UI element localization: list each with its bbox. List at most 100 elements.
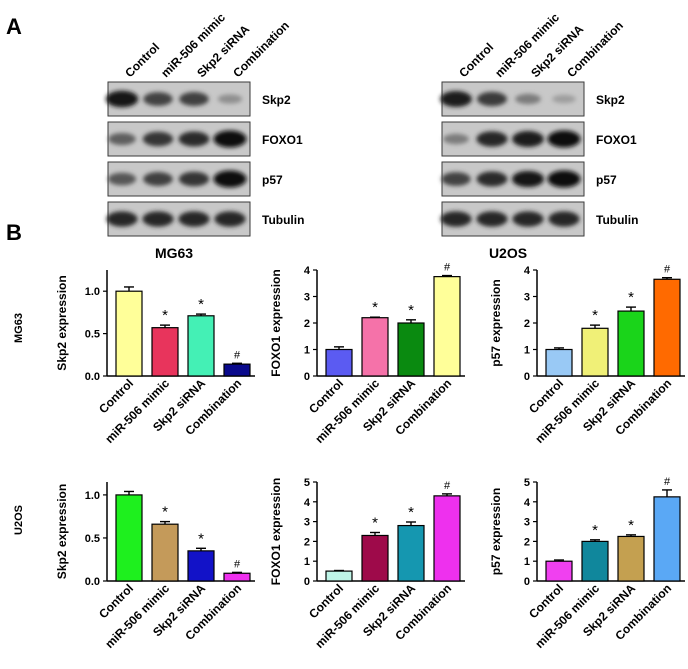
bar-skp2-sirna (397, 524, 425, 582)
y-tick-label: 3 (304, 292, 310, 304)
blot-band (214, 211, 246, 227)
y-tick-label: 5 (304, 477, 310, 489)
bar-skp2-sirna (187, 550, 215, 582)
y-tick-label: 0.0 (85, 576, 100, 588)
y-tick-label: 4 (524, 265, 531, 277)
protein-label-skp2: Skp2 (596, 93, 625, 107)
blot-cell-line-label-u2os: U2OS (489, 245, 527, 261)
significance-mark: # (664, 476, 671, 488)
blot-band (105, 90, 139, 108)
blot-band (178, 211, 210, 227)
y-tick-label: 3 (524, 517, 530, 529)
bar-control (545, 560, 573, 582)
panel-label-a: A (6, 14, 22, 39)
bar-control (545, 348, 573, 377)
y-tick-label: 4 (304, 265, 311, 277)
blot-band (142, 131, 174, 147)
significance-mark: # (664, 264, 671, 276)
bar-mir-506-mimic (581, 327, 609, 377)
y-axis-label: FOXO1 expression (269, 478, 283, 585)
blot-band (477, 91, 507, 107)
panel-label-b: B (6, 220, 22, 245)
blot-band (178, 171, 210, 187)
bar-mir-506-mimic (151, 327, 179, 377)
blot-cell-line-label-mg63: MG63 (155, 245, 193, 261)
blot-band (441, 172, 471, 186)
bar-skp2-sirna (187, 315, 215, 377)
bar-mir-506-mimic (581, 540, 609, 582)
y-axis-label: p57 expression (489, 488, 503, 575)
category-label-mir-506-mimic: miR-506 mimic (312, 376, 382, 446)
y-tick-label: 1.0 (85, 490, 100, 502)
protein-label-p57: p57 (262, 173, 283, 187)
blot-band (547, 170, 581, 188)
significance-mark: * (372, 514, 378, 531)
y-tick-label: 2 (524, 318, 530, 330)
blot-band (476, 211, 508, 227)
y-tick-label: 3 (304, 517, 310, 529)
bar-mir-506-mimic (361, 317, 389, 377)
lane-label-control: Control (456, 40, 496, 80)
bar-combination (433, 276, 461, 377)
protein-label-tubulin: Tubulin (262, 213, 304, 227)
significance-mark: # (444, 262, 451, 274)
bar-skp2-sirna (617, 310, 645, 377)
bar-combination (653, 496, 681, 582)
category-label-mir-506-mimic: miR-506 mimic (312, 581, 382, 651)
bar-mir-506-mimic (151, 523, 179, 582)
significance-mark: * (628, 289, 634, 306)
bar-skp2-sirna (617, 535, 645, 582)
blot-band (440, 211, 472, 227)
blot-band (440, 91, 472, 107)
protein-label-tubulin: Tubulin (596, 213, 638, 227)
blot-band (143, 172, 173, 186)
y-tick-label: 0 (304, 371, 310, 383)
lane-label-mir-506-mimic: miR-506 mimic (158, 10, 228, 80)
bar-chart-u2os-skp2: Skp2 expression0.00.51.0Control*miR-506 … (55, 482, 255, 651)
bar-control (325, 348, 353, 377)
blot-band (213, 170, 247, 188)
y-tick-label: 1 (304, 556, 310, 568)
significance-mark: # (444, 480, 451, 492)
blot-band (547, 130, 581, 148)
y-tick-label: 0.0 (85, 371, 100, 383)
blot-band (178, 131, 210, 147)
y-tick-label: 3 (524, 292, 530, 304)
bar-skp2-sirna (397, 322, 425, 377)
y-tick-label: 0.5 (85, 329, 100, 341)
y-tick-label: 4 (524, 497, 531, 509)
blot-band (548, 211, 580, 227)
y-axis-label: FOXO1 expression (269, 269, 283, 376)
protein-label-foxo1: FOXO1 (596, 133, 637, 147)
y-axis-label: Skp2 expression (55, 275, 69, 370)
y-axis-label: p57 expression (489, 279, 503, 366)
blot-band (512, 211, 544, 227)
bar-control (325, 570, 353, 582)
lane-label-control: Control (122, 40, 162, 80)
significance-mark: # (234, 558, 241, 570)
y-tick-label: 2 (304, 536, 310, 548)
y-axis-label: Skp2 expression (55, 484, 69, 579)
blot-band (213, 130, 247, 148)
bar-combination (223, 572, 251, 582)
y-tick-label: 2 (304, 318, 310, 330)
blot-band (179, 92, 209, 106)
significance-mark: * (372, 299, 378, 316)
blot-band (512, 131, 544, 147)
protein-label-foxo1: FOXO1 (262, 133, 303, 147)
y-tick-label: 0 (304, 576, 310, 588)
significance-mark: * (198, 530, 204, 547)
y-tick-label: 1 (524, 556, 530, 568)
blot-band (511, 170, 545, 188)
significance-mark: * (408, 302, 414, 319)
y-tick-label: 1.0 (85, 286, 100, 298)
row-label-mg63: MG63 (13, 313, 25, 343)
row-label-u2os: U2OS (13, 505, 25, 535)
y-tick-label: 4 (304, 497, 311, 509)
